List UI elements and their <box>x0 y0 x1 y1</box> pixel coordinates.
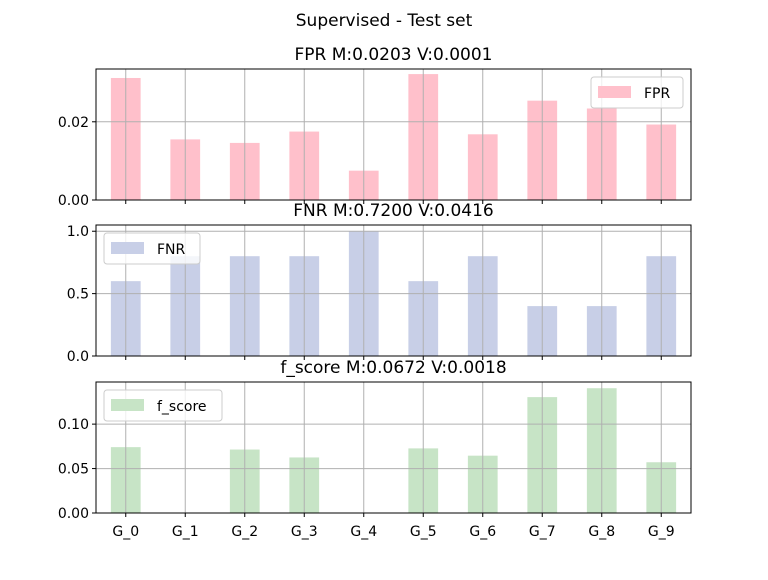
legend-box <box>103 232 201 265</box>
legend-swatch <box>111 399 144 411</box>
x-tick-label: G_6 <box>469 524 496 540</box>
legend: f_score <box>103 389 223 422</box>
x-tick-label: G_2 <box>231 524 258 540</box>
axes-frame <box>95 381 692 514</box>
subplot-title: FNR M:0.7200 V:0.0416 <box>293 201 493 221</box>
y-tick-label: 0.5 <box>67 287 89 303</box>
x-tick-label: G_1 <box>172 524 199 540</box>
y-tick-label: 0.0 <box>67 349 89 365</box>
x-tick-label: G_8 <box>588 524 615 540</box>
x-tick-label: G_9 <box>648 524 675 540</box>
y-tick-label: 0.00 <box>58 193 89 209</box>
subplot-1: 0.00 0.02 FPR M:0.0203 V:0.0001 FPR <box>58 45 692 209</box>
legend-label: FPR <box>644 86 670 102</box>
y-tick-label: 0.02 <box>58 115 89 131</box>
subplot-3: 0.00 0.05 0.10 G_0 G_1 G_2 G_3 G_4 G_5 G_6 G_7 G_8 G… <box>58 358 692 540</box>
legend-box <box>103 389 223 422</box>
x-tick-label: G_5 <box>410 524 437 540</box>
axes-frame <box>95 224 692 357</box>
legend-box <box>590 76 684 109</box>
y-tick-label: 0.00 <box>58 506 89 522</box>
subplot-title: f_score M:0.0672 V:0.0018 <box>280 358 506 378</box>
y-tick-label: 0.05 <box>58 462 89 478</box>
x-tick-label: G_0 <box>112 524 139 540</box>
legend: FNR <box>103 232 201 265</box>
legend: FPR <box>590 76 684 109</box>
subplot-title: FPR M:0.0203 V:0.0001 <box>295 45 493 65</box>
x-tick-label: G_7 <box>529 524 556 540</box>
legend-label: FNR <box>157 242 186 258</box>
x-tick-label: G_3 <box>291 524 318 540</box>
y-tick-label: 1.0 <box>67 224 89 240</box>
x-tick-label: G_4 <box>350 524 377 540</box>
y-tick-label: 0.10 <box>58 417 89 433</box>
legend-swatch <box>598 86 631 98</box>
subplot-2: 0.0 0.5 1.0 FNR M:0.7200 V:0.0416 FNR <box>67 201 692 365</box>
legend-label: f_score <box>157 399 207 415</box>
legend-swatch <box>111 242 144 254</box>
figure-title: Supervised - Test set <box>296 11 473 31</box>
axes-frame <box>95 68 692 201</box>
